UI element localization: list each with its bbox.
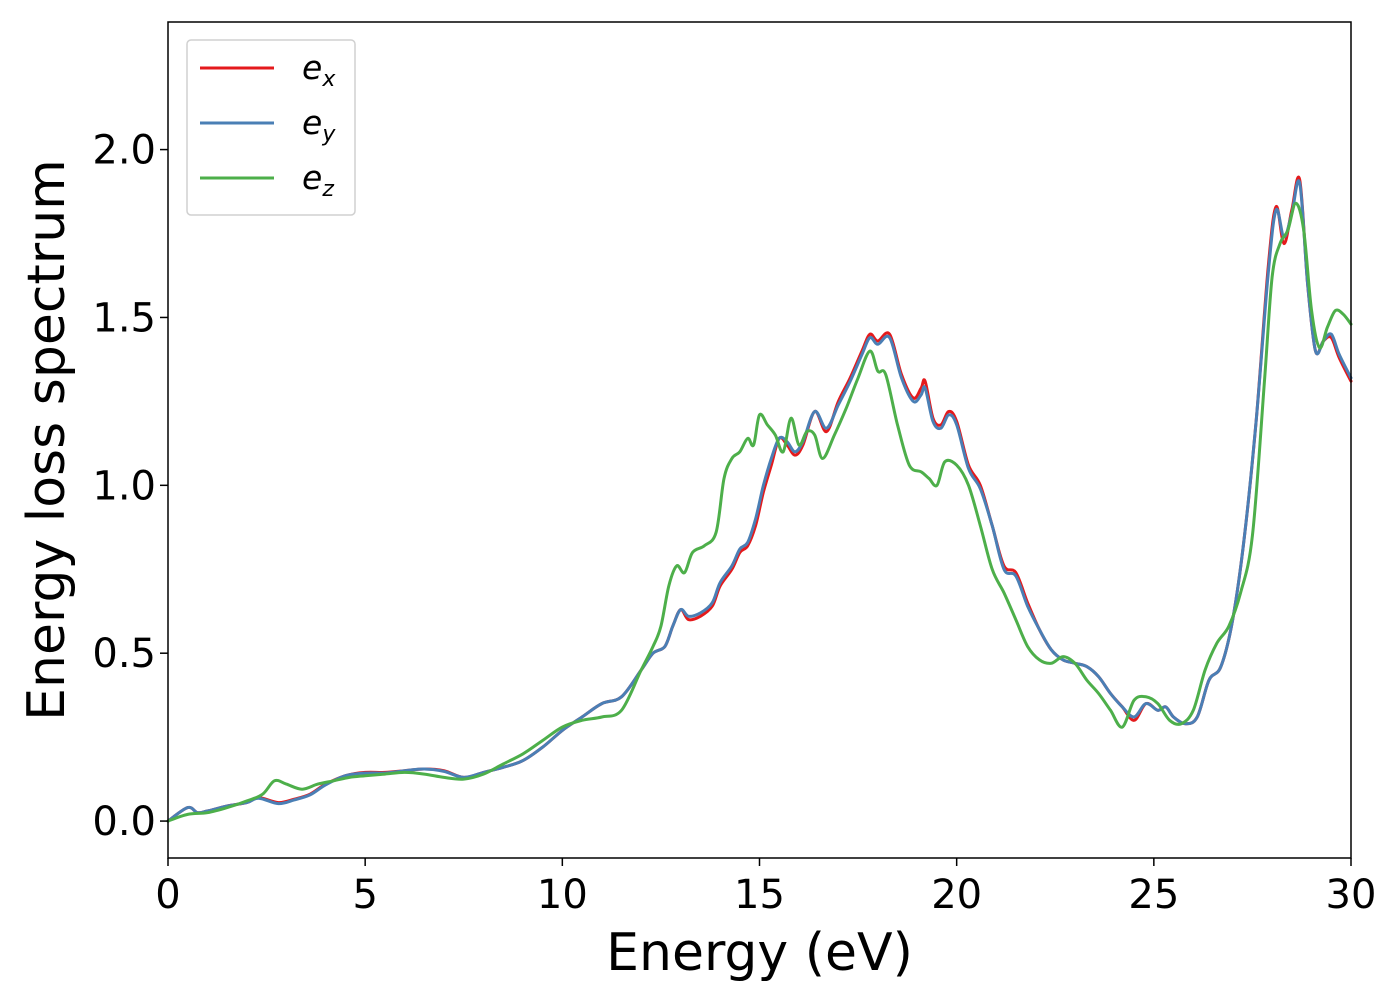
x-axis-label: Energy (eV) bbox=[606, 923, 913, 983]
x-tick-label: 5 bbox=[352, 872, 377, 918]
y-tick-label: 1.0 bbox=[92, 463, 156, 509]
y-tick-label: 0.0 bbox=[92, 799, 156, 845]
legend-label-base: e bbox=[302, 158, 322, 197]
y-tick-label: 1.5 bbox=[92, 295, 156, 341]
y-axis-label: Energy loss spectrum bbox=[17, 159, 77, 721]
x-axis: 0 5 10 15 20 25 30 bbox=[155, 858, 1376, 918]
legend-label: ey bbox=[302, 103, 336, 147]
legend-frame bbox=[186, 39, 356, 216]
y-tick-label: 2.0 bbox=[92, 128, 156, 174]
x-tick-label: 25 bbox=[1128, 872, 1179, 918]
legend-label-subscript: z bbox=[321, 177, 334, 202]
y-axis: 0.0 0.5 1.0 1.5 2.0 bbox=[92, 128, 168, 845]
x-tick-label: 15 bbox=[734, 872, 785, 918]
legend-label: ex bbox=[302, 48, 336, 92]
series-line-e-z bbox=[166, 201, 1353, 823]
legend-label: ez bbox=[302, 158, 334, 202]
legend-label-base: e bbox=[302, 103, 322, 142]
x-tick-label: 0 bbox=[155, 872, 180, 918]
series-lines bbox=[166, 175, 1353, 823]
legend-label-subscript: x bbox=[321, 67, 336, 92]
x-tick-label: 30 bbox=[1326, 872, 1377, 918]
x-tick-label: 20 bbox=[931, 872, 982, 918]
series-line-e-y bbox=[166, 179, 1353, 823]
legend-label-subscript: y bbox=[321, 122, 336, 147]
plot-background bbox=[168, 22, 1351, 858]
y-tick-label: 0.5 bbox=[92, 631, 156, 677]
legend-label-base: e bbox=[302, 48, 322, 87]
x-tick-label: 10 bbox=[537, 872, 588, 918]
